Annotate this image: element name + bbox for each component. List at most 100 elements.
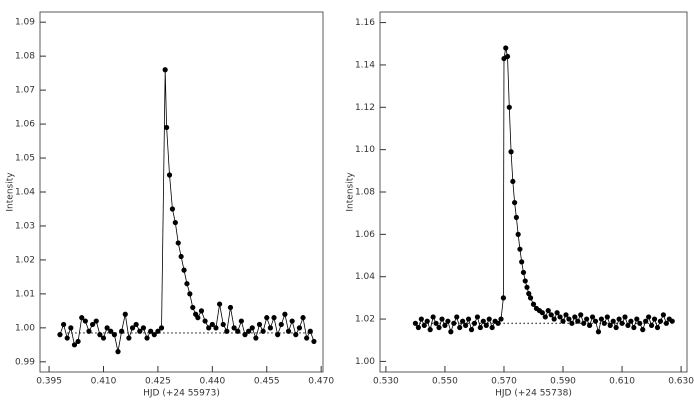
data-point bbox=[249, 325, 255, 331]
data-point bbox=[465, 316, 472, 322]
data-point bbox=[231, 325, 237, 331]
data-point bbox=[108, 328, 114, 334]
data-point bbox=[75, 338, 81, 345]
data-point bbox=[122, 311, 128, 317]
data-point bbox=[111, 332, 117, 338]
data-point bbox=[282, 311, 288, 317]
data-point bbox=[483, 322, 489, 329]
data-point bbox=[162, 67, 168, 73]
x-tick-label: 0.455 bbox=[254, 377, 280, 387]
data-line bbox=[415, 47, 673, 334]
data-point bbox=[448, 329, 454, 335]
data-point bbox=[424, 318, 430, 324]
data-point bbox=[104, 325, 110, 331]
data-point bbox=[271, 315, 277, 321]
data-point bbox=[90, 321, 96, 328]
data-point bbox=[213, 325, 219, 331]
data-point bbox=[474, 314, 481, 320]
data-point bbox=[100, 335, 107, 341]
y-tick-label: 1.01 bbox=[15, 289, 35, 299]
y-axis-label: Intensity bbox=[6, 172, 16, 212]
data-point bbox=[539, 310, 545, 316]
data-point bbox=[631, 324, 637, 331]
data-point bbox=[169, 206, 176, 212]
data-point bbox=[519, 259, 525, 265]
data-point bbox=[457, 324, 463, 331]
data-point bbox=[601, 320, 607, 326]
data-point bbox=[524, 284, 530, 290]
data-point bbox=[517, 246, 523, 252]
data-point bbox=[57, 332, 63, 338]
data-point bbox=[79, 315, 85, 321]
data-point bbox=[489, 324, 495, 331]
data-point bbox=[289, 318, 295, 324]
data-point bbox=[460, 318, 466, 324]
x-tick-label: 0.395 bbox=[36, 377, 62, 387]
data-point bbox=[598, 316, 604, 322]
data-point bbox=[195, 315, 201, 321]
data-point bbox=[468, 327, 475, 333]
y-tick-label: 1.09 bbox=[15, 18, 35, 28]
data-point bbox=[527, 295, 534, 301]
data-point bbox=[144, 335, 150, 341]
data-point bbox=[584, 316, 590, 322]
data-point bbox=[551, 316, 557, 322]
data-point bbox=[307, 328, 313, 334]
data-point bbox=[264, 315, 270, 321]
data-point bbox=[64, 335, 70, 341]
y-tick-label: 1.08 bbox=[355, 188, 375, 198]
y-tick-label: 1.06 bbox=[15, 120, 35, 130]
data-point bbox=[296, 325, 303, 331]
data-point bbox=[463, 322, 469, 329]
data-point bbox=[586, 322, 593, 329]
x-tick-label: 0.610 bbox=[609, 377, 635, 387]
data-point bbox=[572, 314, 578, 320]
data-point bbox=[595, 329, 602, 335]
data-point bbox=[140, 325, 147, 331]
data-point bbox=[227, 304, 234, 311]
data-point bbox=[412, 320, 419, 326]
data-point bbox=[581, 320, 587, 326]
data-point bbox=[71, 342, 78, 348]
data-point bbox=[172, 219, 178, 226]
y-tick-label: 1.12 bbox=[355, 103, 375, 113]
x-tick-label: 0.440 bbox=[199, 377, 225, 387]
data-point bbox=[654, 324, 661, 331]
data-point bbox=[634, 316, 640, 322]
data-point bbox=[97, 332, 103, 338]
data-point bbox=[442, 322, 448, 329]
data-point bbox=[451, 320, 457, 326]
data-point bbox=[275, 332, 281, 338]
data-point bbox=[242, 332, 248, 338]
data-point bbox=[554, 310, 560, 316]
data-point bbox=[643, 318, 649, 324]
data-point bbox=[480, 318, 486, 324]
y-tick-label: 1.10 bbox=[355, 145, 375, 155]
data-point bbox=[542, 314, 548, 320]
data-point bbox=[278, 321, 284, 328]
y-tick-label: 1.04 bbox=[15, 188, 35, 198]
y-tick-label: 1.05 bbox=[15, 154, 35, 164]
data-point bbox=[616, 316, 622, 322]
data-point bbox=[512, 199, 518, 206]
data-point bbox=[166, 172, 173, 178]
data-point bbox=[607, 322, 613, 329]
data-point bbox=[256, 321, 263, 328]
data-point bbox=[563, 312, 569, 318]
data-point bbox=[293, 332, 299, 338]
data-point bbox=[648, 322, 655, 329]
x-tick-label: 0.630 bbox=[668, 377, 694, 387]
x-tick-label: 0.550 bbox=[432, 377, 458, 387]
data-point bbox=[613, 324, 619, 331]
y-tick-label: 1.16 bbox=[355, 18, 375, 28]
data-point bbox=[427, 327, 433, 333]
data-point bbox=[436, 324, 442, 331]
data-point bbox=[187, 291, 193, 297]
data-point bbox=[503, 45, 509, 51]
data-point bbox=[500, 295, 506, 301]
data-point bbox=[592, 318, 599, 324]
data-point bbox=[628, 318, 634, 324]
data-point bbox=[520, 269, 527, 276]
data-point bbox=[622, 314, 628, 320]
